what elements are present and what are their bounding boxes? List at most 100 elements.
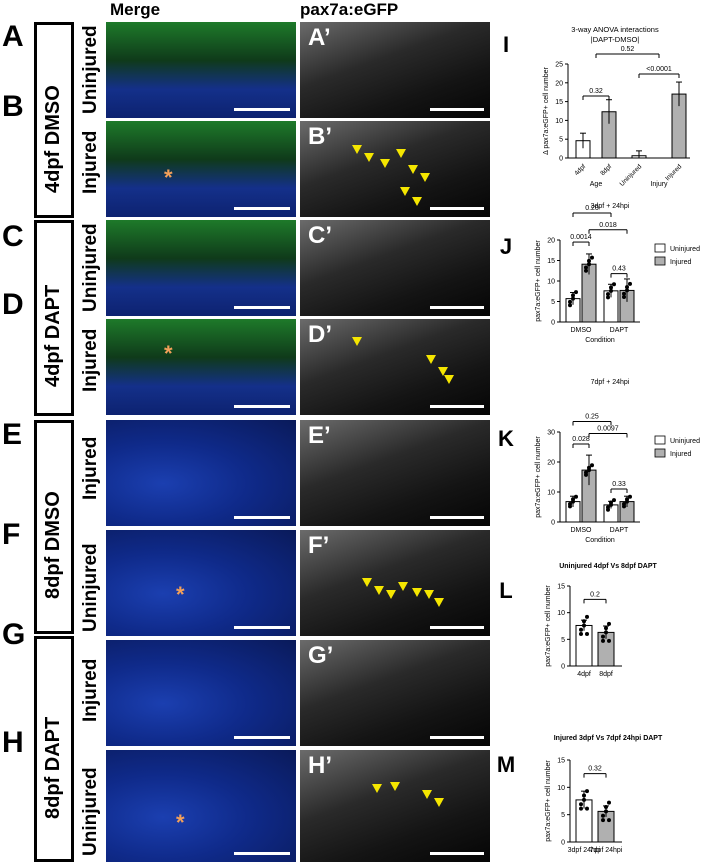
data-point — [574, 290, 578, 295]
data-point — [628, 494, 632, 499]
legend-label: Uninjured — [670, 438, 700, 445]
data-point — [590, 463, 594, 468]
x-tick-label: 4dpf — [577, 671, 591, 678]
x-tick-label: Injured — [664, 163, 683, 182]
data-point — [601, 638, 605, 643]
chart-title: 7dpf + 24hpi — [591, 379, 630, 386]
data-point — [574, 494, 578, 499]
data-point — [579, 802, 583, 807]
gfp-panel-d: D’ — [300, 319, 490, 415]
data-point — [582, 793, 586, 798]
x-tick-label: DMSO — [571, 327, 593, 334]
x-axis-label: Condition — [585, 337, 615, 344]
gfp-panel-g: G’ — [300, 640, 490, 746]
merge-panel-h: * — [106, 750, 296, 862]
panel-label-f-prime: F’ — [308, 532, 330, 559]
merge-panel-e — [106, 420, 296, 526]
data-point — [587, 262, 591, 267]
x-group-label: Age — [590, 181, 603, 188]
p-value-label: 0.52 — [621, 46, 635, 53]
panel-label-h: H — [2, 726, 24, 759]
data-point — [606, 292, 610, 297]
data-point — [601, 813, 605, 818]
p-value-label: <0.0001 — [646, 66, 672, 73]
data-point — [571, 296, 575, 301]
data-point — [604, 630, 608, 635]
y-tick-label: 5 — [561, 812, 565, 819]
data-point — [568, 299, 572, 304]
data-point — [582, 619, 586, 624]
y-tick-label: 15 — [555, 99, 563, 106]
condition-box-4dpf-dapt: 4dpf DAPT — [34, 220, 74, 416]
y-tick-label: 10 — [555, 118, 563, 125]
chart-title: Injured 3dpf Vs 7dpf 24hpi DAPT — [554, 735, 663, 742]
gfp-panel-b: B’ — [300, 121, 490, 217]
y-axis-label: pax7a:eGFP+ cell number — [535, 240, 542, 322]
p-value-label: 0.018 — [599, 222, 617, 229]
y-tick-label: 10 — [547, 279, 555, 286]
chart-panel-label: L — [499, 578, 512, 603]
y-tick-label: 5 — [551, 299, 555, 306]
y-axis-label: pax7a:eGFP+ cell number — [545, 585, 552, 667]
merge-panel-a — [106, 22, 296, 118]
condition-box-8dpf-dmso: 8dpf DMSO — [34, 420, 74, 634]
panel-label-a: A — [2, 20, 24, 53]
data-point — [585, 614, 589, 619]
panel-label-a-prime: A’ — [308, 24, 331, 51]
legend-label: Uninjured — [670, 246, 700, 253]
x-tick-label: 8dpf — [599, 163, 613, 177]
gfp-panel-h: H’ — [300, 750, 490, 862]
data-point — [587, 258, 591, 263]
panel-label-h-prime: H’ — [308, 752, 332, 779]
y-tick-label: 25 — [555, 62, 563, 69]
chart-panel-label: K — [498, 426, 514, 451]
merge-panel-f: * — [106, 530, 296, 636]
y-tick-label: 15 — [557, 758, 565, 765]
data-point — [609, 500, 613, 505]
panel-label-d: D — [2, 288, 24, 321]
p-value-label: 0.32 — [588, 766, 602, 773]
data-point — [604, 626, 608, 631]
data-point — [606, 295, 610, 300]
chart-panel-label: M — [497, 752, 515, 777]
chart-panel-label: J — [500, 234, 512, 259]
merge-panel-d: * — [106, 319, 296, 415]
x-group-label: Injury — [650, 181, 668, 188]
panel-label-g-prime: G’ — [308, 642, 334, 669]
y-tick-label: 5 — [561, 637, 565, 644]
legend-label: Injured — [670, 451, 692, 458]
data-point — [604, 809, 608, 814]
panel-label-c: C — [2, 220, 24, 253]
data-point — [579, 632, 583, 636]
x-tick-label: DAPT — [610, 527, 629, 534]
chart-title: Uninjured 4dpf Vs 8dpf DAPT — [559, 563, 657, 570]
merge-panel-c — [106, 220, 296, 316]
data-point — [584, 265, 588, 270]
panel-label-g: G — [2, 618, 26, 651]
data-point — [625, 497, 629, 502]
x-tick-label: 3dpf 24hpi — [568, 847, 601, 854]
data-point — [607, 621, 611, 626]
y-tick-label: 0 — [551, 320, 555, 327]
p-value-label: 0.25 — [585, 414, 599, 421]
legend-swatch — [654, 256, 666, 266]
chart-title: 3-way ANOVA interactions — [571, 25, 659, 34]
data-point — [606, 505, 610, 510]
p-value-label: 0.0097 — [597, 426, 619, 433]
y-tick-label: 5 — [559, 137, 563, 144]
data-point — [609, 285, 613, 290]
y-axis-label: pax7a:eGFP+ cell number — [535, 436, 542, 518]
x-tick-label: Uninjured — [619, 163, 644, 188]
condition-box-8dpf-dapt: 8dpf DAPT — [34, 636, 74, 862]
data-point — [585, 806, 589, 811]
x-tick-label: 7dpf 24hpi — [590, 847, 623, 854]
data-point — [571, 497, 575, 502]
y-tick-label: 10 — [557, 785, 565, 792]
data-point — [604, 805, 608, 810]
panel-label-e-prime: E’ — [308, 422, 331, 449]
merge-panel-b: * — [106, 121, 296, 217]
data-point — [607, 818, 611, 823]
data-point — [584, 470, 588, 475]
data-point — [601, 634, 605, 639]
x-tick-label: 8dpf — [599, 671, 613, 678]
